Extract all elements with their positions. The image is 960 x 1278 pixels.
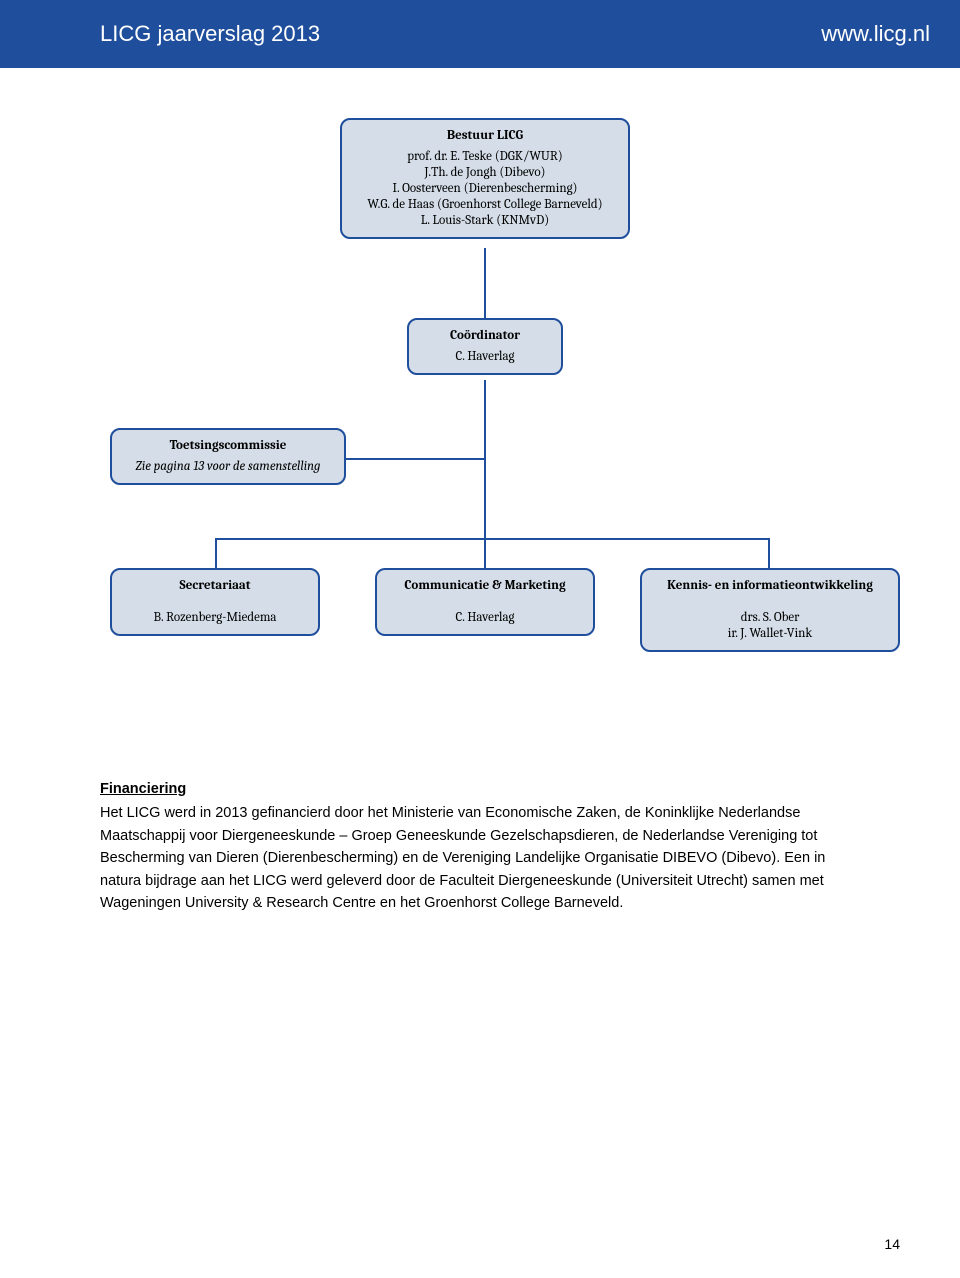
node-line: I. Oosterveen (Dierenbescherming) <box>352 181 618 196</box>
page-header: LICG jaarverslag 2013 www.licg.nl <box>0 0 960 68</box>
connector <box>215 538 217 568</box>
node-title: Bestuur LICG <box>352 128 618 143</box>
node-coordinator: Coördinator C. Haverlag <box>407 318 563 375</box>
connector <box>768 538 770 568</box>
node-line: C. Haverlag <box>387 610 583 625</box>
node-toetsingscommissie: Toetsingscommissie Zie pagina 13 voor de… <box>110 428 346 485</box>
node-title: Secretariaat <box>122 578 308 593</box>
header-left: LICG jaarverslag 2013 <box>100 21 320 47</box>
node-line: B. Rozenberg-Miedema <box>122 610 308 625</box>
node-bestuur: Bestuur LICG prof. dr. E. Teske (DGK/WUR… <box>340 118 630 239</box>
node-line: C. Haverlag <box>419 349 551 364</box>
org-chart: Bestuur LICG prof. dr. E. Teske (DGK/WUR… <box>100 118 860 678</box>
node-line: ir. J. Wallet-Vink <box>652 626 888 641</box>
node-title: Communicatie & Marketing <box>387 578 583 593</box>
node-line: Zie pagina 13 voor de samenstelling <box>122 459 334 474</box>
section-title: Financiering <box>100 778 860 800</box>
page-body: Bestuur LICG prof. dr. E. Teske (DGK/WUR… <box>0 118 960 915</box>
node-line: W.G. de Haas (Groenhorst College Barneve… <box>352 197 618 212</box>
node-kennis: Kennis- en informatieontwikkeling drs. S… <box>640 568 900 652</box>
body-text: Financiering Het LICG werd in 2013 gefin… <box>100 778 860 915</box>
connector <box>346 458 486 460</box>
node-line: prof. dr. E. Teske (DGK/WUR) <box>352 149 618 164</box>
connector <box>484 538 486 568</box>
node-secretariaat: Secretariaat B. Rozenberg-Miedema <box>110 568 320 636</box>
node-line: drs. S. Ober <box>652 610 888 625</box>
paragraph: Het LICG werd in 2013 gefinancierd door … <box>100 802 860 914</box>
node-title: Coördinator <box>419 328 551 343</box>
page-number: 14 <box>884 1236 900 1252</box>
header-right: www.licg.nl <box>821 21 930 47</box>
node-line: L. Louis-Stark (KNMvD) <box>352 213 618 228</box>
connector <box>215 538 770 540</box>
node-title: Kennis- en informatieontwikkeling <box>652 578 888 593</box>
connector <box>484 248 486 318</box>
node-title: Toetsingscommissie <box>122 438 334 453</box>
node-line: J.Th. de Jongh (Dibevo) <box>352 165 618 180</box>
node-communicatie: Communicatie & Marketing C. Haverlag <box>375 568 595 636</box>
